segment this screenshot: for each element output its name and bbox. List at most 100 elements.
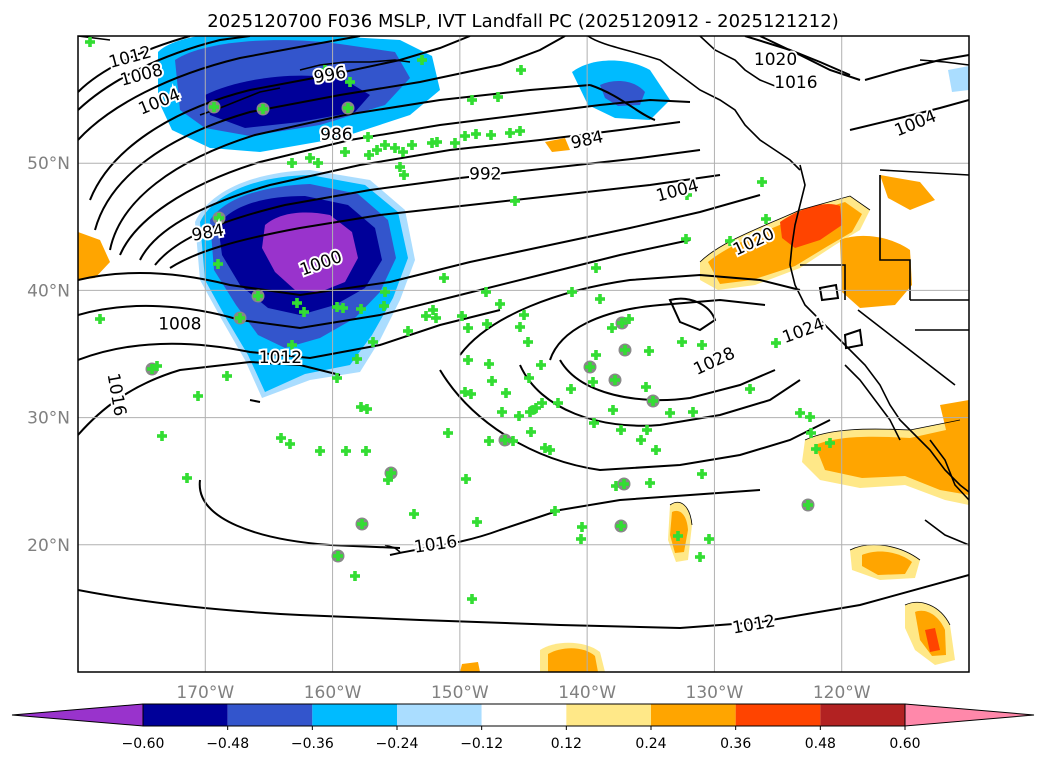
station-marker-dot [528,405,538,415]
station-marker-icon [811,444,821,454]
station-marker-icon [688,407,698,417]
station-marker-icon [761,214,771,224]
station-marker-icon [591,263,601,273]
station-marker-icon [431,313,441,323]
longitude-tick-label: 150°W [431,683,489,703]
station-marker-icon [617,318,627,328]
colorbar-tick-label: −0.36 [291,736,334,752]
station-marker-icon [585,362,595,372]
station-marker-icon [439,273,449,283]
station-marker-icon [457,311,467,321]
station-marker-icon [595,294,605,304]
station-marker-icon [642,425,652,435]
station-marker-icon [466,389,476,399]
station-marker-icon [681,234,691,244]
station-marker-icon [487,376,497,386]
station-marker-icon [362,404,372,414]
colorbar-tick-label: −0.12 [460,736,503,752]
station-marker-icon [611,481,621,491]
station-marker-icon [182,473,192,483]
station-marker-icon [481,287,491,297]
station-marker-icon [566,384,576,394]
station-marker-icon [361,446,371,456]
station-marker-icon [695,552,705,562]
station-marker-icon [550,506,560,516]
station-marker-icon [682,190,692,200]
station-marker-icon [806,428,816,438]
station-marker-icon [620,345,630,355]
station-marker-icon [357,519,367,529]
station-marker-icon [345,77,355,87]
station-marker-icon [285,439,295,449]
station-marker-icon [510,196,520,206]
station-marker-icon [467,594,477,604]
station-marker-icon [409,509,419,519]
station-marker-icon [471,129,481,139]
station-marker-icon [332,373,342,383]
station-marker-icon [651,445,661,455]
station-marker-icon [363,132,373,142]
station-marker-icon [356,402,366,412]
station-marker-icon [421,311,431,321]
colorbar-tick-label: 0.12 [551,736,582,752]
mslp-isobars [78,36,969,630]
station-marker-icon [545,445,555,455]
contour-label: 984 [190,220,225,245]
map-title: 2025120700 F036 MSLP, IVT Landfall PC (2… [207,11,838,32]
station-marker-icon [589,418,599,428]
station-marker-icon [152,361,162,371]
station-marker-icon [486,130,496,140]
station-marker-icon [157,431,167,441]
station-marker-icon [380,287,390,297]
station-marker-icon [497,407,507,417]
station-marker-icon [352,354,362,364]
station-marker-icon [588,377,598,387]
station-marker-icon [673,531,683,541]
station-marker-icon [287,158,297,168]
station-marker-icon [745,384,755,394]
station-marker-icon [553,398,563,408]
station-marker-icon [467,95,477,105]
station-marker-icon [450,138,460,148]
station-marker-icon [641,382,651,392]
ivt-positive-subtropical-region [460,138,969,672]
station-marker-icon [463,355,473,365]
station-marker-icon [505,128,515,138]
colorbar-tick-label: 0.36 [720,736,751,752]
station-marker-icon [320,65,330,75]
station-marker-icon [417,55,427,65]
station-marker-icon [610,375,620,385]
station-marker-icon [540,443,550,453]
colorbar-segment [227,704,313,726]
station-marker-icon [591,350,601,360]
station-marker-icon [432,137,442,147]
station-marker-icon [644,346,654,356]
station-marker-icon [313,158,323,168]
station-marker-icon [805,412,815,422]
station-marker-icon [368,337,378,347]
longitude-tick-labels: 170°W 160°W 150°W 140°W 130°W 120°W [176,683,870,703]
contour-label: 1016 [774,73,817,93]
latitude-tick-label: 50°N [27,154,70,174]
station-marker-icon [258,104,268,114]
station-marker-icon [514,411,524,421]
station-marker-icon [380,140,390,150]
shading-outlines [669,195,961,626]
contour-label: 986 [320,125,352,145]
station-marker-icon [364,150,374,160]
station-marker-icon [482,319,492,329]
station-marker-icon [390,143,400,153]
station-marker-icon [607,323,617,333]
coastlines [78,36,969,553]
station-marker-icon [403,326,413,336]
colorbar-segment [481,704,567,726]
station-marker-icon [526,427,536,437]
longitude-tick-label: 170°W [176,683,234,703]
station-marker-icon [484,436,494,446]
station-markers [85,37,835,604]
station-marker-icon [428,305,438,315]
station-marker-icon [577,522,587,532]
station-marker-icon [350,571,360,581]
